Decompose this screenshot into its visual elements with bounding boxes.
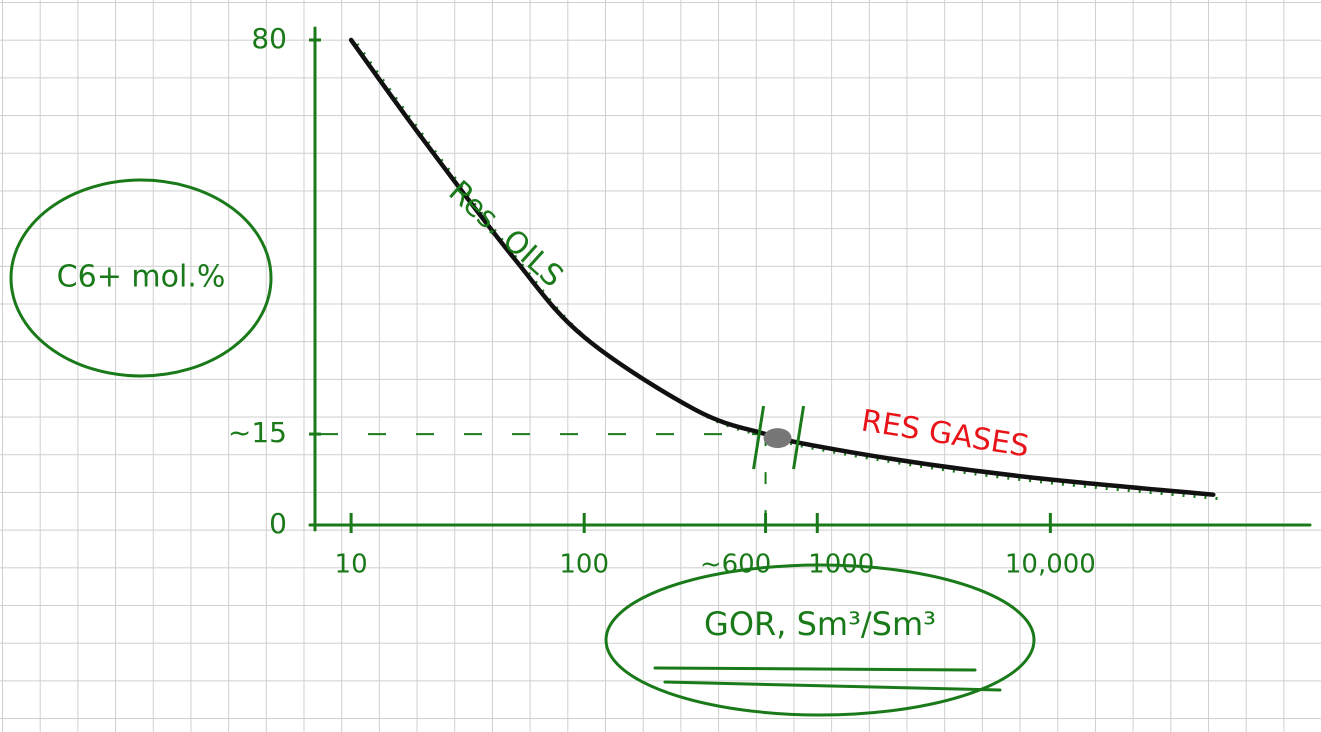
annotation: Res. OILS [442, 174, 570, 294]
annotation: RES GASES [859, 403, 1032, 464]
y-tick-label: 80 [251, 22, 287, 55]
x-tick-label: 10 [335, 550, 368, 580]
curve [351, 40, 1213, 495]
y-label: C6+ mol.% [57, 260, 226, 295]
x-tick-label: 1000 [808, 550, 874, 580]
green-trace [357, 44, 1219, 499]
page: C6+ mol.% GOR, Sm³/Sm³ 0 ~15 80 10 100 ~600 10… [0, 0, 1321, 732]
crossing-slash [794, 406, 804, 469]
crossing-slash [754, 406, 764, 469]
x-label: GOR, Sm³/Sm³ [704, 605, 936, 643]
x-tick-label: 10,000 [1005, 550, 1096, 580]
y-tick-label: 0 [269, 507, 287, 540]
x-tick-label: 100 [559, 550, 609, 580]
chart: C6+ mol.% GOR, Sm³/Sm³ 0 ~15 80 10 100 ~600 10… [0, 0, 1321, 732]
crossing-blot [764, 428, 792, 448]
y-tick-label: ~15 [228, 416, 287, 449]
x-label-underline [655, 668, 975, 670]
x-label-underline [665, 682, 1000, 690]
x-tick-label: ~600 [700, 550, 771, 580]
